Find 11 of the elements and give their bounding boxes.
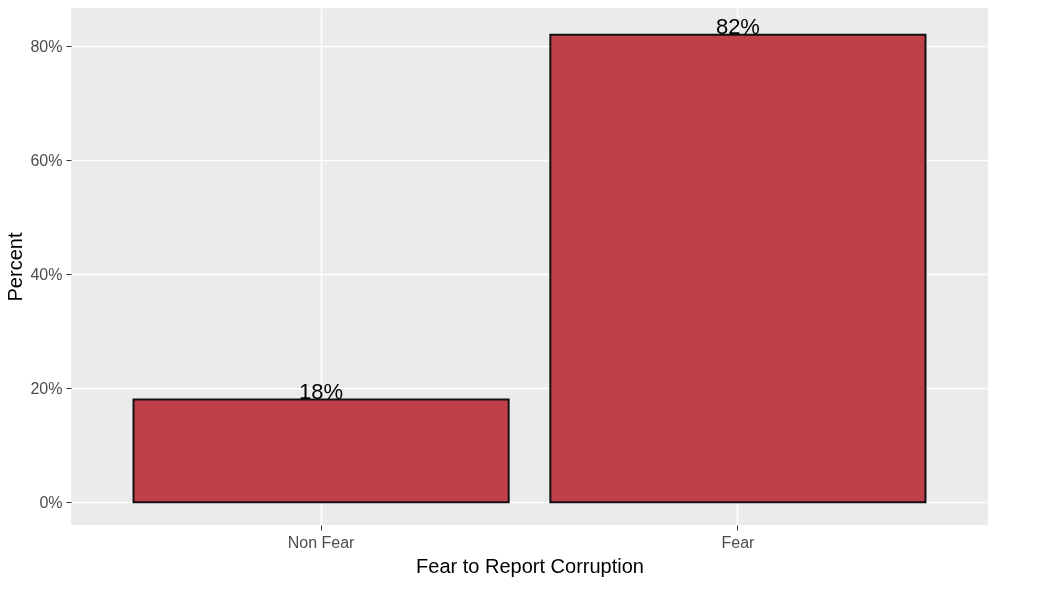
y-axis-title: Percent: [4, 232, 27, 302]
y-tick-label: 60%: [30, 151, 63, 169]
y-tick-label: 20%: [30, 379, 63, 397]
y-tick-label: 0%: [39, 493, 63, 511]
x-tick-label: Non Fear: [287, 533, 356, 551]
x-tick-label: Fear: [721, 533, 756, 551]
data-label: 82%: [715, 13, 760, 39]
data-label: 18%: [299, 378, 344, 404]
x-axis-title: Fear to Report Corruption: [416, 554, 644, 577]
y-tick-label: 80%: [30, 37, 63, 55]
y-tick-label: 40%: [30, 265, 63, 283]
